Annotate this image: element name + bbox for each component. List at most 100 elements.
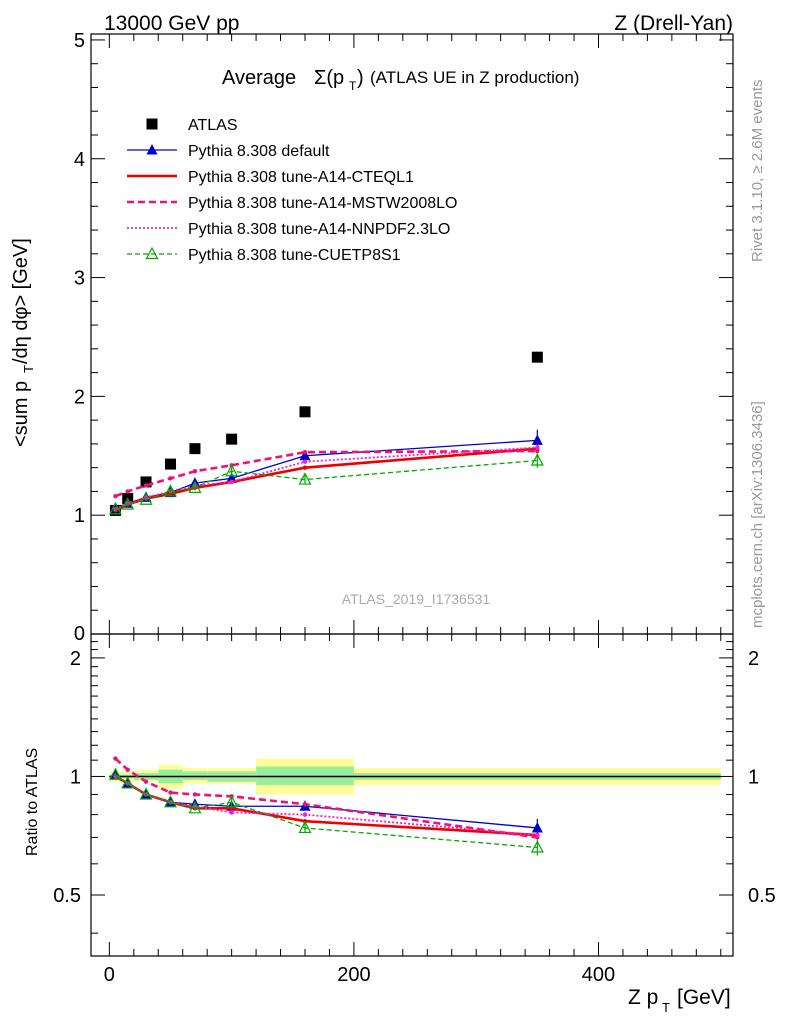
legend-marker — [145, 246, 159, 260]
series-pythia-8-308-tune-cuetp8s1 — [108, 767, 544, 856]
data-point — [225, 794, 239, 808]
legend-entry: Pythia 8.308 tune-CUETP8S1 — [127, 246, 401, 264]
x-tick-label: 0 — [104, 964, 115, 986]
x-tick-label: 400 — [582, 964, 615, 986]
data-point — [168, 476, 173, 481]
legend-entry: ATLAS — [146, 117, 238, 134]
y-tick-label: 1 — [70, 766, 81, 788]
data-point — [143, 483, 149, 488]
lower-ylabel: Ratio to ATLAS — [24, 748, 41, 856]
analysis-watermark: ATLAS_2019_I1736531 — [342, 591, 491, 607]
series-line — [114, 757, 538, 839]
data-point — [225, 463, 239, 477]
data-point — [298, 820, 312, 834]
upper-panel: 1 2 3 4 5 0 — [74, 30, 734, 645]
x-axis-label: Z p T [GeV] — [628, 986, 731, 1015]
legend-label: Pythia 8.308 tune-A14-NNPDF2.3LO — [188, 221, 450, 238]
data-point — [535, 448, 540, 454]
title-sigma-close: ) — [357, 67, 364, 89]
legend-label: Pythia 8.308 tune-A14-CTEQL1 — [188, 169, 414, 186]
data-point — [189, 443, 201, 455]
data-point — [163, 794, 177, 808]
upper-ylabel: <sum p T /dη dφ> [GeV] — [10, 238, 36, 447]
data-point — [299, 406, 311, 418]
data-point — [139, 492, 153, 505]
legend-marker — [146, 144, 158, 155]
data-point — [168, 790, 173, 795]
series-pythia-8-308-default — [109, 429, 543, 513]
data-point — [302, 465, 308, 470]
data-point — [531, 434, 543, 445]
data-point — [302, 802, 308, 807]
upper-ylabel-sub: T — [21, 365, 36, 373]
legend-marker — [146, 118, 158, 130]
series-line — [114, 447, 538, 512]
y-tick-label: 2 — [70, 648, 81, 670]
data-point — [298, 472, 312, 485]
upper-ylabel-rest: /dη dφ> [GeV] — [10, 238, 32, 364]
data-point — [143, 779, 149, 784]
y-tick-label: 3 — [74, 268, 85, 290]
y-tick-label: 5 — [74, 30, 85, 52]
y-tick-label: 2 — [74, 386, 85, 408]
data-point — [164, 458, 176, 470]
legend-label: Pythia 8.308 tune-CUETP8S1 — [188, 247, 401, 264]
x-tick-label: 200 — [337, 964, 370, 986]
y-tick-label-right: 1 — [748, 766, 759, 788]
data-point — [531, 821, 543, 833]
y-tick-label-zero: 0 — [74, 623, 85, 645]
data-point — [139, 787, 153, 800]
xlabel-rest: [GeV] — [677, 986, 731, 1009]
title-sigma-sub: T — [349, 79, 357, 93]
data-point — [113, 493, 118, 499]
data-point — [226, 433, 238, 445]
legend-entry: Pythia 8.308 tune-A14-NNPDF2.3LO — [127, 221, 450, 238]
data-point — [108, 501, 122, 515]
series-line — [115, 459, 538, 510]
chart-title: Average Σ(p T ) (ATLAS UE in Z productio… — [222, 67, 579, 93]
legend-label: ATLAS — [188, 117, 238, 134]
lower-panel: 0 200 400 0.5 0.5 1 1 2 2 — [53, 34, 776, 986]
data-point — [535, 832, 540, 838]
data-point — [302, 459, 308, 464]
data-point — [108, 767, 122, 780]
legend-entry: Pythia 8.308 default — [127, 143, 330, 160]
y-tick-label-right: 2 — [748, 648, 759, 670]
data-point — [188, 801, 202, 814]
data-point — [125, 489, 130, 494]
rivet-label: Rivet 3.1.10, ≥ 2.6M events — [749, 80, 766, 263]
legend-entry: Pythia 8.308 tune-A14-MSTW2008LO — [127, 195, 457, 212]
data-point — [535, 445, 540, 450]
series-pythia-8-308-tune-cuetp8s1 — [108, 453, 544, 515]
data-point — [530, 453, 544, 466]
header-right: Z (Drell-Yan) — [614, 12, 733, 35]
data-point — [113, 756, 118, 761]
legend-entry: Pythia 8.308 tune-A14-CTEQL1 — [127, 169, 414, 186]
title-main: Average — [222, 67, 296, 89]
data-point — [188, 480, 202, 493]
data-point — [229, 479, 234, 485]
data-point — [302, 812, 308, 817]
title-sigma: Σ(p — [314, 67, 344, 89]
stat-band — [182, 771, 208, 780]
series-line — [114, 449, 538, 498]
mcplots-label: mcplots.cern.ch [arXiv:1306.3436] — [749, 401, 766, 628]
data-point — [121, 497, 135, 510]
series-line — [115, 446, 538, 511]
header-left: 13000 GeV pp — [104, 12, 239, 35]
data-point — [530, 840, 544, 853]
legend-label: Pythia 8.308 default — [188, 143, 330, 160]
xlabel-sub: T — [662, 1000, 670, 1015]
lower-frame — [90, 633, 734, 957]
xlabel-text: Z p — [628, 986, 658, 1009]
y-tick-label: 0.5 — [53, 885, 81, 907]
y-tick-label: 1 — [74, 505, 85, 527]
data-point — [531, 351, 543, 363]
data-point — [192, 469, 198, 474]
data-point — [229, 810, 234, 815]
data-point — [302, 450, 308, 455]
y-tick-label-right: 0.5 — [748, 885, 776, 907]
title-rest: (ATLAS UE in Z production) — [370, 68, 579, 87]
legend: ATLAS Pythia 8.308 default Pythia 8.308 tu… — [127, 117, 457, 264]
